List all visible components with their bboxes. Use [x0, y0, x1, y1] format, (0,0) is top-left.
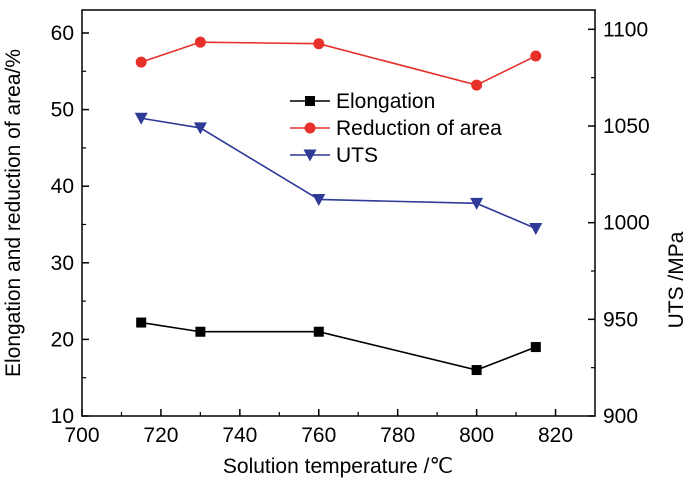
elongation-point-4: [530, 342, 541, 353]
ticks: 700 720 740 760 780 800 820 10 20 30 40 50 60 900 950 1…: [51, 18, 650, 447]
x-tick-label-6: 820: [538, 424, 573, 447]
legend: Elongation Reduction of area UTS: [290, 90, 502, 167]
elongation-point-3: [471, 365, 482, 376]
series-layer: [134, 36, 543, 376]
x-tick-label-5: 800: [459, 424, 494, 447]
left-tick-label-0: 10: [51, 405, 74, 428]
left-axis-title: Elongation and reduction of area/%: [2, 49, 25, 377]
uts-point-3: [470, 197, 484, 210]
x-tick-label-1: 720: [143, 424, 178, 447]
elongation-point-1: [195, 326, 206, 337]
left-tick-label-1: 20: [51, 328, 74, 351]
uts-point-4: [529, 222, 543, 235]
x-tick-label-4: 780: [380, 424, 415, 447]
reduction-of-area-point-3: [471, 79, 483, 91]
reduction-of-area-point-4: [530, 50, 542, 62]
right-tick-label-3: 1050: [603, 115, 650, 138]
left-tick-label-4: 50: [51, 99, 74, 122]
uts-point-2: [312, 193, 326, 206]
legend-marker-elongation: [305, 96, 315, 106]
reduction-of-area-point-2: [313, 38, 325, 50]
uts-point-0: [134, 112, 148, 125]
reduction-of-area-point-1: [194, 36, 206, 48]
legend-label-uts: UTS: [336, 144, 378, 167]
x-tick-label-2: 740: [222, 424, 257, 447]
left-tick-label-2: 30: [51, 252, 74, 275]
reduction-of-area-point-0: [135, 56, 147, 68]
x-tick-label-3: 760: [301, 424, 336, 447]
legend-label-reduction-of-area: Reduction of area: [336, 117, 502, 140]
uts-point-1: [193, 122, 207, 135]
right-tick-label-4: 1100: [603, 18, 648, 41]
right-tick-label-1: 950: [603, 308, 638, 331]
legend-label-elongation: Elongation: [336, 90, 435, 113]
right-tick-label-0: 900: [603, 405, 638, 428]
left-tick-label-5: 60: [51, 22, 74, 45]
legend-marker-reduction-of-area: [304, 122, 316, 134]
plot-frame: [81, 9, 596, 417]
elongation-point-0: [136, 317, 147, 328]
legend-marker-uts: [303, 149, 317, 162]
left-tick-label-3: 40: [51, 175, 74, 198]
right-axis-title: UTS /MPa: [665, 231, 688, 328]
elongation-point-2: [313, 326, 324, 337]
x-tick-label-0: 700: [64, 424, 99, 447]
reduction-of-area-line: [140, 41, 537, 86]
right-tick-label-2: 1000: [603, 212, 650, 235]
x-axis-title: Solution temperature /℃: [223, 455, 453, 478]
